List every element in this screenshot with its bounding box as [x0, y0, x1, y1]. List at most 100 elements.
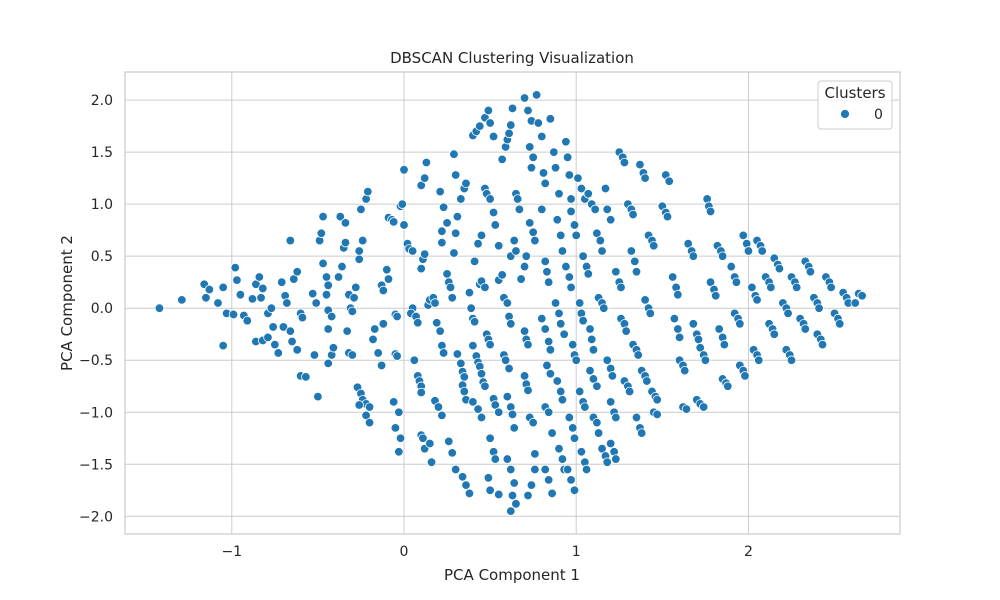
plot-frame: [124, 71, 901, 535]
scatter-point: [342, 326, 352, 336]
scatter-point: [507, 490, 518, 501]
scatter-point: [512, 194, 523, 204]
scatter-point: [278, 322, 289, 332]
scatter-point: [545, 345, 556, 355]
scatter-point: [490, 454, 500, 464]
scatter-point: [392, 311, 402, 322]
scatter-point: [321, 289, 332, 300]
scatter-point: [483, 473, 494, 483]
scatter-point: [476, 369, 487, 379]
scatter-point: [282, 298, 292, 308]
scatter-point: [578, 251, 588, 261]
scatter-point: [383, 274, 394, 284]
scatter-point: [705, 206, 716, 217]
scatter-point: [413, 318, 423, 328]
scatter-point: [228, 309, 239, 320]
scatter-point: [747, 282, 757, 293]
scatter-point: [442, 269, 452, 279]
scatter-point: [452, 211, 463, 222]
scatter-point: [556, 386, 566, 397]
scatter-point: [528, 152, 538, 163]
scatter-point: [483, 105, 494, 116]
scatter-point: [437, 226, 447, 236]
scatter-point: [494, 407, 504, 417]
scatter-point: [562, 152, 573, 163]
scatter-point: [631, 267, 642, 277]
scatter-point: [752, 295, 762, 305]
scatter-point: [688, 251, 699, 261]
scatter-point: [311, 298, 321, 308]
scatter-point: [786, 355, 797, 365]
scatter-point: [504, 128, 514, 139]
scatter-point: [619, 157, 630, 168]
scatter-point: [357, 235, 368, 246]
scatter-point: [593, 428, 604, 438]
scatter-point: [857, 291, 867, 301]
scatter-point: [533, 118, 544, 128]
scatter-point: [459, 372, 469, 382]
scatter-point: [488, 131, 499, 142]
scatter-point: [395, 433, 406, 443]
scatter-point: [485, 194, 495, 204]
scatter-point: [554, 443, 564, 454]
scatter-point: [556, 230, 566, 241]
scatter-point: [340, 218, 351, 228]
scatter-point: [681, 404, 692, 414]
scatter-point: [444, 436, 454, 447]
scatter-point: [268, 322, 278, 332]
scatter-point: [543, 336, 554, 347]
scatter-point: [378, 285, 389, 296]
scatter-point: [450, 464, 461, 475]
scatter-point: [526, 163, 537, 173]
scatter-point: [590, 204, 600, 215]
scatter-point: [530, 464, 540, 475]
x-axis-label: PCA Component 1: [444, 566, 580, 584]
scatter-point: [576, 447, 587, 457]
scatter-point: [464, 488, 475, 499]
scatter-point: [611, 267, 621, 277]
scatter-point: [595, 235, 606, 246]
scatter-point: [509, 423, 519, 433]
scatter-point: [552, 376, 562, 386]
scatter-point: [254, 272, 265, 282]
scatter-point: [583, 269, 593, 279]
scatter-point: [388, 217, 399, 227]
scatter-point: [409, 355, 420, 365]
scatter-point: [466, 303, 476, 313]
x-tick-label: 2: [744, 544, 753, 560]
scatter-point: [538, 168, 549, 178]
scatter-point: [537, 204, 547, 215]
scatter-point: [698, 402, 709, 412]
scatter-point: [605, 215, 616, 225]
scatter-point: [585, 324, 595, 334]
scatter-point: [571, 355, 581, 365]
scatter-point: [602, 457, 612, 467]
scatter-point: [449, 248, 459, 258]
scatter-point: [850, 298, 860, 308]
scatter-point: [523, 385, 533, 396]
scatter-point: [664, 176, 674, 186]
scatter-point: [485, 118, 495, 128]
scatter-point: [611, 454, 621, 464]
scatter-point: [652, 409, 662, 420]
scatter-point: [616, 282, 626, 293]
scatter-point: [731, 277, 742, 287]
scatter-point: [526, 480, 537, 490]
scatter-point: [645, 308, 655, 319]
scatter-point: [573, 173, 583, 183]
scatter-point: [602, 355, 612, 365]
scatter-point: [364, 402, 375, 412]
scatter-point: [309, 350, 320, 360]
scatter-point: [673, 289, 683, 300]
scatter-point: [673, 324, 683, 334]
scatter-point: [316, 228, 327, 238]
y-tick-label: 0.0: [91, 301, 113, 317]
scatter-point: [476, 230, 487, 241]
scatter-point: [494, 241, 504, 251]
scatter-point: [340, 237, 351, 248]
scatter-point: [407, 246, 418, 256]
scatter-point: [800, 324, 810, 334]
scatter-point: [530, 235, 540, 246]
